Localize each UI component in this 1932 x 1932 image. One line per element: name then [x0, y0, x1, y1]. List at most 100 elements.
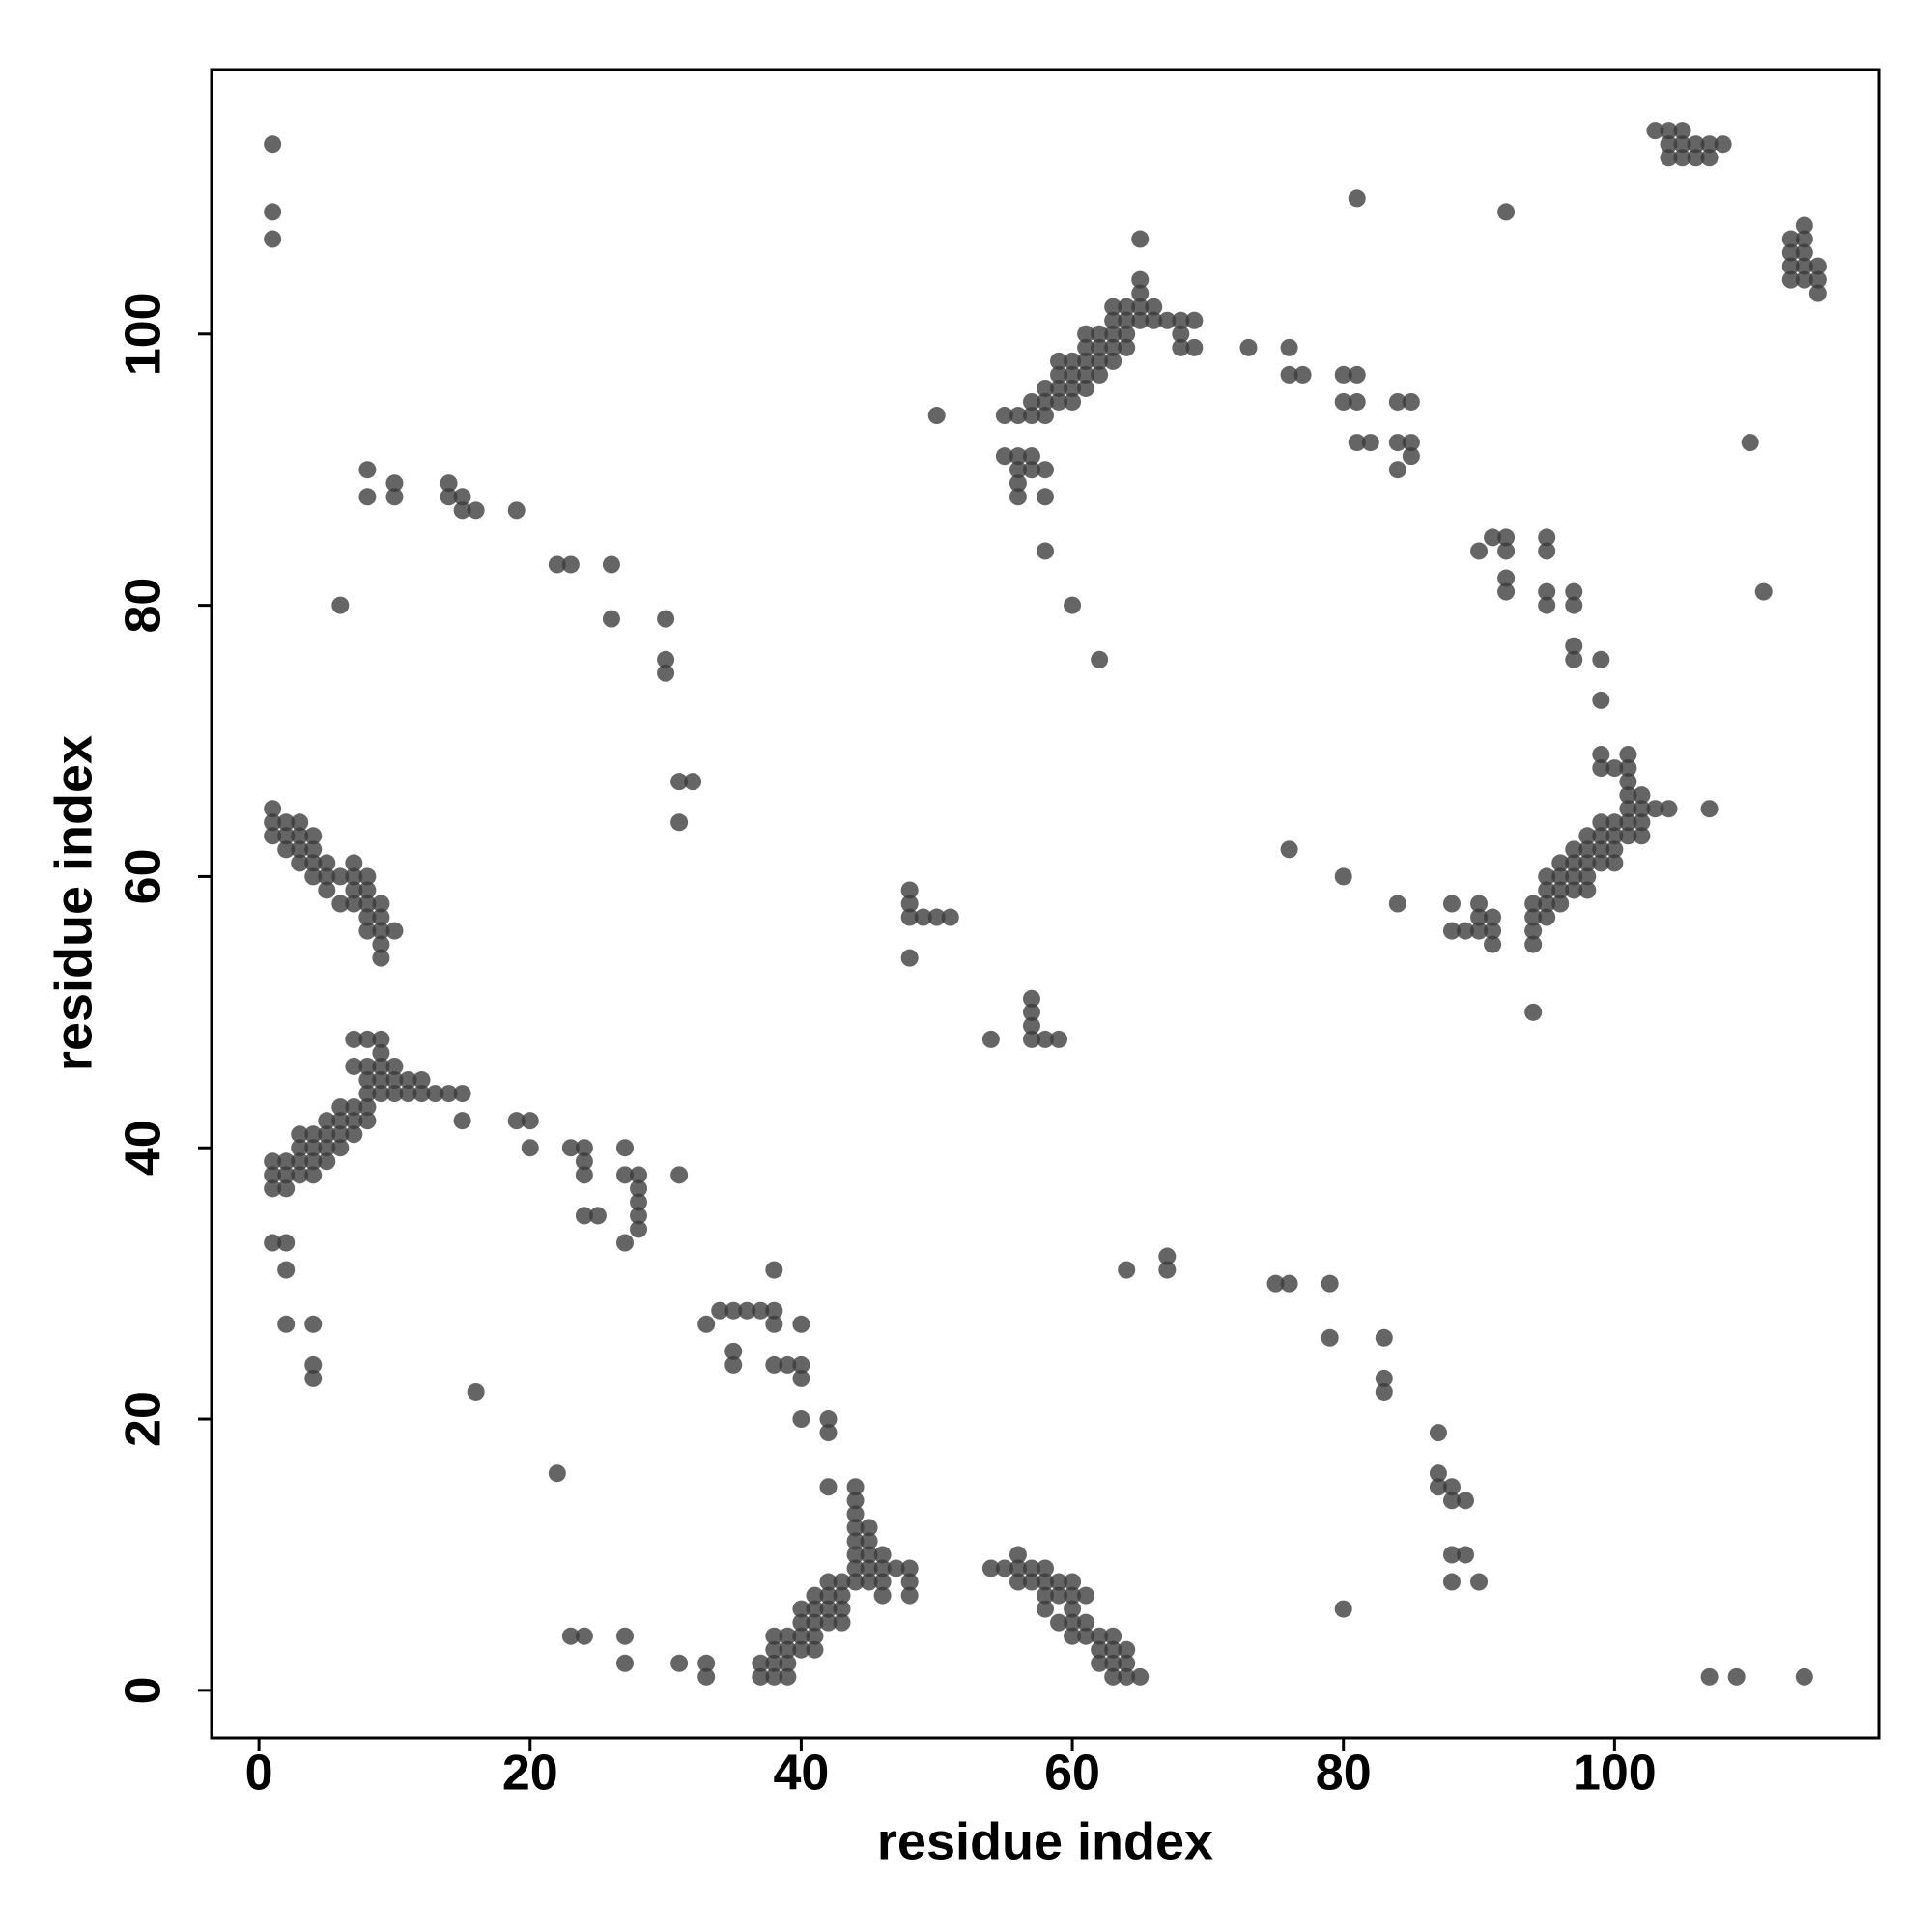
point: [588, 1207, 607, 1225]
point: [291, 1139, 309, 1157]
point: [1442, 1573, 1461, 1591]
point: [630, 1220, 648, 1238]
point: [1578, 840, 1597, 859]
point: [1131, 284, 1150, 302]
point: [1429, 1424, 1447, 1442]
point: [765, 1261, 783, 1279]
point: [765, 1654, 783, 1672]
point: [1064, 352, 1082, 370]
point: [1687, 135, 1705, 154]
point: [277, 1166, 296, 1184]
point: [331, 1112, 350, 1130]
point: [806, 1640, 824, 1659]
point: [1131, 1667, 1150, 1686]
point: [277, 1179, 296, 1198]
point: [1484, 922, 1502, 940]
point: [819, 1573, 838, 1591]
point: [846, 1559, 865, 1577]
point: [724, 1355, 743, 1374]
point: [1091, 1640, 1109, 1659]
point: [819, 1586, 838, 1605]
point: [372, 1085, 390, 1103]
x-tick-label: 80: [1316, 1746, 1372, 1802]
point: [399, 1085, 417, 1103]
point: [358, 867, 377, 886]
point: [765, 1301, 783, 1320]
point: [426, 1085, 444, 1103]
point: [1118, 298, 1136, 316]
point: [1118, 338, 1136, 356]
point: [819, 1424, 838, 1442]
point: [358, 881, 377, 899]
point: [1022, 461, 1040, 479]
point: [1619, 827, 1637, 845]
point: [291, 840, 309, 859]
point: [657, 610, 675, 628]
point: [1104, 1667, 1122, 1686]
point: [1741, 434, 1759, 452]
point: [372, 1071, 390, 1090]
point: [440, 488, 458, 506]
x-tick-label: 20: [502, 1746, 558, 1802]
point: [1524, 895, 1543, 913]
point: [304, 1125, 323, 1144]
point: [1050, 1586, 1068, 1605]
point: [900, 1559, 919, 1577]
point: [1524, 908, 1543, 926]
point: [1578, 854, 1597, 872]
point: [819, 1613, 838, 1632]
point: [1131, 230, 1150, 248]
point: [304, 1166, 323, 1184]
point: [1091, 1654, 1109, 1672]
point: [453, 1085, 471, 1103]
point: [345, 854, 363, 872]
point: [318, 867, 336, 886]
point: [1605, 759, 1624, 778]
point: [345, 1030, 363, 1048]
point: [1037, 1600, 1054, 1618]
point: [1064, 392, 1082, 411]
point: [1442, 1492, 1461, 1510]
point: [779, 1355, 797, 1374]
point: [927, 407, 946, 425]
point: [1022, 1003, 1040, 1021]
point: [1334, 867, 1352, 886]
point: [345, 1125, 363, 1144]
point: [1064, 1627, 1082, 1645]
point: [1619, 786, 1637, 805]
point: [1104, 298, 1122, 316]
point: [1172, 325, 1190, 343]
point: [1402, 434, 1420, 452]
point: [385, 488, 404, 506]
point: [1429, 1464, 1447, 1483]
point: [277, 1234, 296, 1252]
point: [792, 1600, 810, 1618]
point: [1104, 1654, 1122, 1672]
point: [1565, 840, 1583, 859]
point: [1497, 582, 1516, 601]
point: [345, 1098, 363, 1117]
point: [1633, 813, 1651, 832]
point: [1348, 365, 1366, 384]
point: [1388, 895, 1406, 913]
point: [1022, 1030, 1040, 1048]
point: [630, 1207, 648, 1225]
point: [765, 1667, 783, 1686]
point: [331, 1125, 350, 1144]
point: [264, 1166, 282, 1184]
point: [304, 1369, 323, 1387]
point: [453, 488, 471, 506]
point: [1388, 461, 1406, 479]
point: [1592, 827, 1610, 845]
point: [995, 447, 1013, 466]
point: [779, 1627, 797, 1645]
point: [615, 1139, 634, 1157]
point: [345, 1057, 363, 1075]
point: [860, 1519, 878, 1537]
point: [507, 501, 526, 520]
point: [927, 908, 946, 926]
point: [1266, 1274, 1285, 1293]
point: [1592, 813, 1610, 832]
point: [548, 555, 566, 574]
point: [846, 1492, 865, 1510]
